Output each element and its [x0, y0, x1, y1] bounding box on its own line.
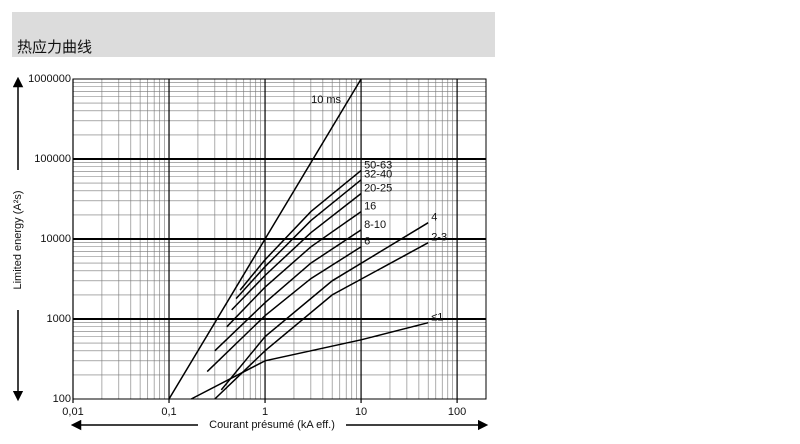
y-axis-label: Limited energy (A²s): [12, 190, 24, 289]
curve-label: 32-40: [364, 169, 392, 181]
curve: [206, 246, 362, 373]
x-tick-label: 0,01: [62, 406, 83, 418]
curve: [239, 169, 362, 291]
y-tick-label: 100: [53, 393, 71, 405]
x-tick-label: 0,1: [161, 406, 176, 418]
curve: [226, 210, 362, 328]
curve: [220, 222, 429, 391]
curve-label: 4: [431, 212, 437, 224]
y-tick-label: 10000: [40, 233, 71, 245]
curve-label: 50-63: [364, 159, 392, 171]
curve: [190, 321, 429, 400]
curve: [235, 179, 362, 300]
curve: [168, 78, 362, 400]
curve-label: ≤1: [431, 312, 443, 324]
curve-label: 10 ms: [311, 94, 341, 106]
x-tick-label: 1: [262, 406, 268, 418]
curve-label: 8-10: [364, 219, 386, 231]
curve-label: 20-25: [364, 182, 392, 194]
y-tick-label: 100000: [34, 153, 71, 165]
x-tick-label: 10: [355, 406, 367, 418]
curve-label: 6: [364, 236, 370, 248]
y-tick-label: 1000: [47, 313, 71, 325]
curve-label: 16: [364, 201, 376, 213]
label-bg: [10, 170, 26, 310]
curve: [231, 192, 362, 311]
curve: [214, 242, 429, 400]
y-tick-label: 1000000: [28, 73, 71, 85]
label-bg: [198, 418, 346, 432]
header-title: 热应力曲线: [17, 39, 93, 56]
header-bar: 热应力曲线: [12, 12, 495, 57]
curve-label: 2-3: [431, 232, 447, 244]
curve: [214, 229, 362, 352]
x-tick-label: 100: [448, 406, 466, 418]
x-axis-label: Courant présumé (kA eff.): [209, 419, 335, 431]
